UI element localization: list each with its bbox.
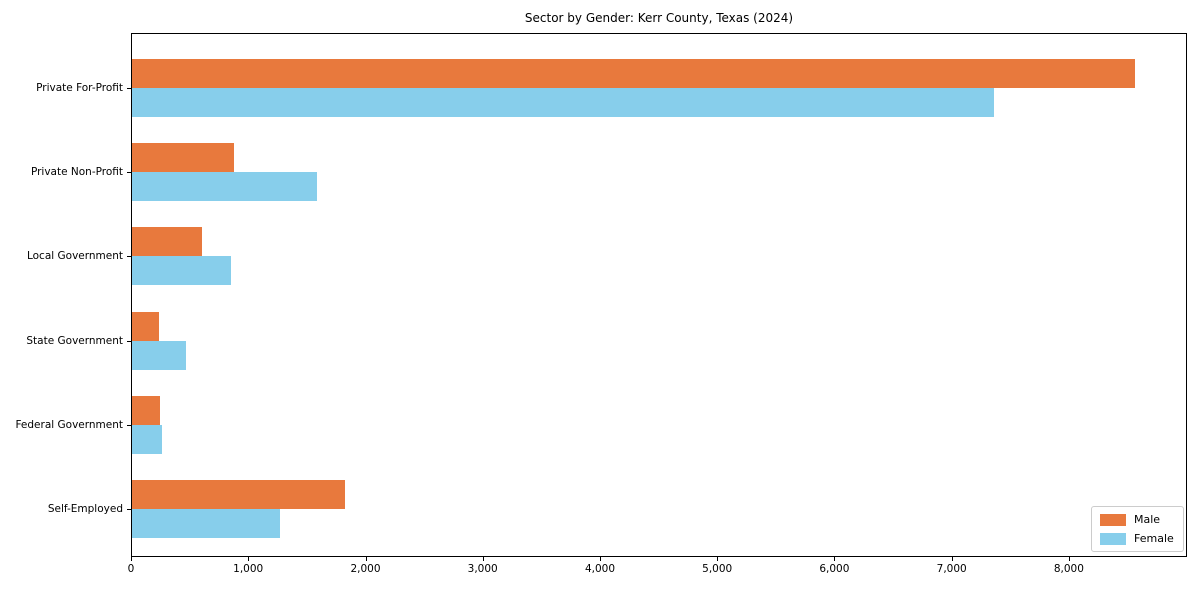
xtick-label-7: 7,000	[936, 563, 967, 575]
bar-female-2	[132, 256, 232, 286]
legend-swatch-female	[1100, 532, 1126, 545]
ytick-label-5: Self-Employed	[47, 503, 123, 515]
xtick-label-6: 6,000	[819, 563, 850, 575]
bar-female-1	[132, 172, 317, 202]
xtick-mark-3	[482, 557, 484, 561]
bar-female-3	[132, 340, 186, 370]
legend-label-male: Male	[1134, 513, 1161, 526]
plot-area	[131, 33, 1187, 557]
chart-title: Sector by Gender: Kerr County, Texas (20…	[524, 11, 794, 25]
xtick-label-8: 8,000	[1053, 563, 1084, 575]
ytick-label-1: Private Non-Profit	[30, 166, 123, 179]
bar-male-2	[132, 227, 202, 257]
bar-female-4	[132, 424, 162, 454]
bar-male-4	[132, 395, 160, 425]
xtick-mark-5	[717, 557, 719, 561]
ytick-mark-3	[127, 340, 131, 342]
legend-item-male: Male	[1100, 513, 1174, 526]
ytick-mark-5	[127, 509, 131, 510]
xtick-mark-0	[131, 557, 132, 561]
ytick-mark-1	[127, 172, 131, 174]
legend-item-female: Female	[1100, 532, 1174, 545]
xtick-label-4: 4,000	[584, 563, 616, 575]
bar-male-3	[132, 311, 159, 341]
legend: Male Female	[1091, 506, 1184, 552]
xtick-label-5: 5,000	[702, 563, 733, 575]
ytick-label-0: Private For-Profit	[36, 82, 123, 94]
ytick-mark-4	[127, 424, 131, 426]
xtick-mark-4	[600, 557, 601, 561]
bar-female-5	[132, 509, 280, 538]
xtick-label-2: 2,000	[350, 563, 381, 575]
bar-female-0	[132, 88, 994, 117]
bar-male-1	[132, 143, 234, 173]
ytick-mark-0	[127, 88, 131, 89]
ytick-label-4: Federal Government	[15, 418, 123, 431]
xtick-label-0: 0	[127, 563, 135, 575]
xtick-label-3: 3,000	[467, 563, 498, 575]
legend-swatch-male	[1100, 513, 1126, 526]
legend-label-female: Female	[1134, 532, 1174, 545]
xtick-mark-6	[834, 557, 836, 561]
bar-male-0	[132, 59, 1135, 88]
xtick-mark-2	[365, 557, 367, 561]
xtick-mark-8	[1068, 557, 1070, 561]
xtick-mark-7	[951, 557, 953, 561]
xtick-mark-1	[248, 557, 250, 561]
ytick-mark-2	[127, 256, 131, 258]
ytick-label-2: Local Government	[26, 250, 123, 263]
xtick-label-1: 1,000	[233, 563, 264, 575]
bar-male-5	[132, 480, 345, 509]
ytick-label-3: State Government	[26, 334, 123, 347]
